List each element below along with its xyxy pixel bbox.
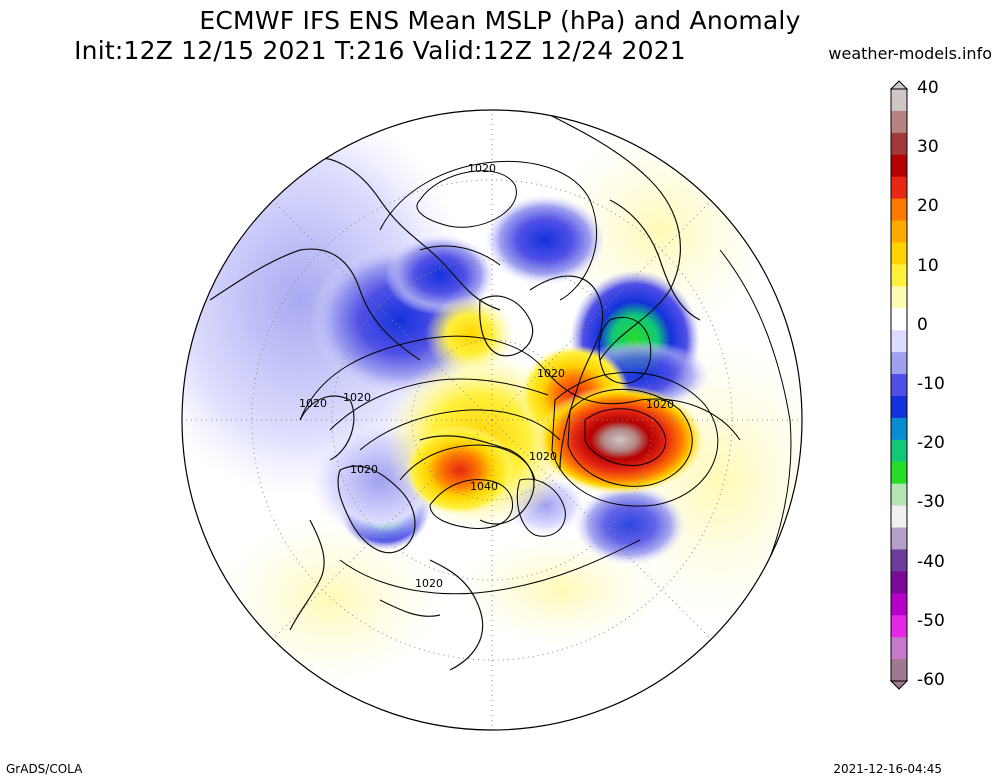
- colorbar-segment: [891, 308, 907, 331]
- isobars: [299, 160, 792, 595]
- contour-label: 1020: [299, 397, 327, 410]
- source-credit: weather-models.info: [828, 44, 992, 63]
- colorbar-segment: [891, 330, 907, 353]
- colorbar-segment: [891, 132, 907, 156]
- contour-label: 1040: [470, 480, 498, 493]
- colorbar-tick-label: -20: [917, 433, 945, 454]
- colorbar-segment: [891, 505, 907, 529]
- colorbar-segment: [891, 242, 907, 266]
- colorbar-segment: [891, 549, 907, 572]
- map-title-line2: Init:12Z 12/15 2021 T:216 Valid:12Z 12/2…: [74, 36, 686, 65]
- colorbar-tick-label: -60: [917, 670, 945, 690]
- colorbar-segment: [891, 89, 907, 112]
- contour-label: 1020: [529, 450, 557, 463]
- contour-labels: 1020 1020 1020 1020 1020 1020 1020 1040 …: [299, 162, 674, 590]
- colorbar-segment: [891, 483, 907, 507]
- colorbar-tick-label: -40: [917, 551, 945, 572]
- contour-label: 1020: [343, 391, 371, 404]
- colorbar-tick-label: -10: [917, 374, 945, 394]
- colorbar-segment: [891, 637, 907, 660]
- colorbar-segment: [891, 154, 907, 178]
- map-boundary: [181, 109, 803, 731]
- colorbar-segment: [891, 571, 907, 594]
- colorbar-segment: [891, 176, 907, 200]
- colorbar-segment: [891, 593, 907, 616]
- colorbar-segment: [891, 417, 907, 441]
- footer-software: GrADS/COLA: [6, 762, 83, 776]
- colorbar-tick-label: -50: [917, 610, 945, 631]
- colorbar-segment: [891, 352, 907, 375]
- colorbar-segment: [891, 110, 907, 134]
- footer-timestamp: 2021-12-16-04:45: [833, 762, 942, 776]
- contour-label: 1020: [350, 463, 378, 476]
- anomaly-field: [182, 110, 802, 730]
- colorbar-segment: [891, 374, 907, 397]
- map-title-line1: ECMWF IFS ENS Mean MSLP (hPa) and Anomal…: [199, 6, 801, 35]
- contour-label: 1020: [468, 162, 496, 175]
- colorbar-tick-label: -30: [917, 492, 945, 513]
- colorbar-tick-label: 30: [917, 137, 939, 158]
- colorbar-segment: [891, 439, 907, 463]
- colorbar-segment: [891, 527, 907, 551]
- colorbar-tick-label: 10: [917, 255, 939, 276]
- colorbar-segment: [891, 615, 907, 638]
- colorbar-segment: [891, 220, 907, 244]
- colorbar-tick-label: 20: [917, 196, 939, 217]
- colorbar: [889, 80, 909, 690]
- colorbar-segment: [891, 461, 907, 485]
- colorbar-tick-label: 0: [917, 314, 928, 335]
- contour-label: 1020: [415, 577, 443, 590]
- colorbar-segment: [891, 395, 907, 419]
- contour-label: 1020: [646, 398, 674, 411]
- colorbar-segment: [891, 286, 907, 309]
- colorbar-segment: [891, 264, 907, 287]
- colorbar-tick-label: 40: [917, 78, 939, 98]
- contour-label: 1020: [537, 367, 565, 380]
- colorbar-segment: [891, 659, 907, 682]
- colorbar-segment: [891, 198, 907, 222]
